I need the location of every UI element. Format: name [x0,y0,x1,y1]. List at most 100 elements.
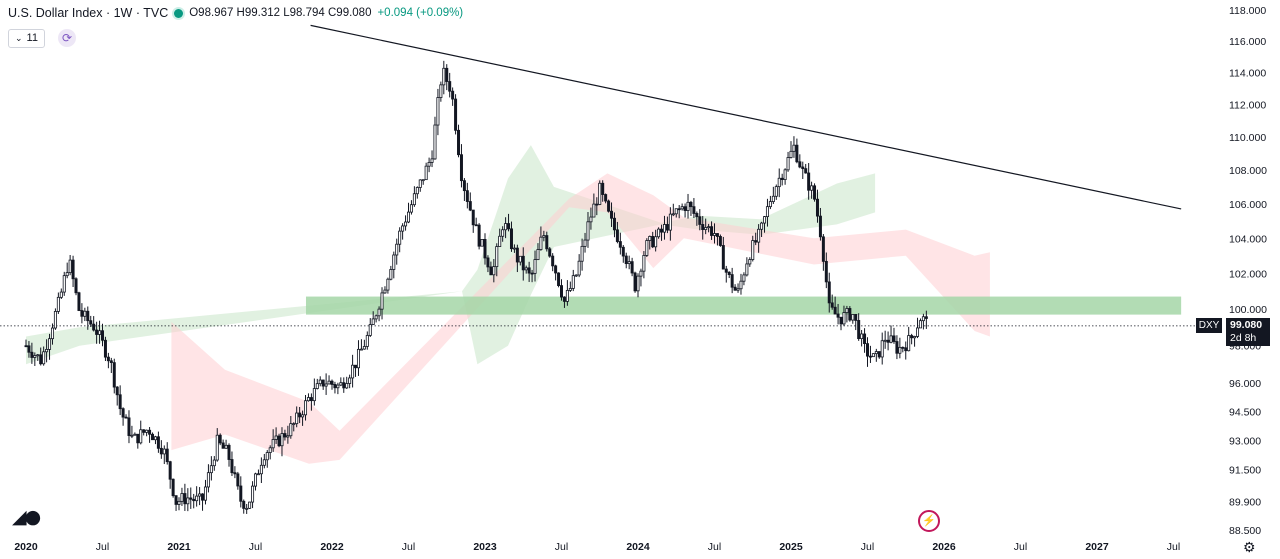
candle-body [68,259,72,274]
candle-body [339,382,343,386]
candle-body [477,224,481,247]
candle-body [527,267,531,274]
candle-body [71,259,75,280]
candle-body [642,255,646,272]
candle-body [821,236,825,262]
candle-body [430,158,434,163]
candle-body [483,238,487,259]
candle-body [304,400,308,416]
candle-body [106,356,110,362]
candle-body [109,360,113,364]
candle-body [277,435,281,447]
y-axis-tick-label: 110.000 [1229,132,1266,144]
candle-body [86,310,90,322]
candle-body [354,364,358,369]
candle-body [786,157,790,171]
candle-body [695,213,699,218]
candle-body [730,274,734,288]
candle-body [701,224,705,230]
candle-body [501,229,505,237]
candle-body [359,348,363,351]
candle-body [459,154,463,182]
candle-body [309,397,313,402]
candle-body [604,194,608,202]
candle-body [333,384,337,389]
candle-body [380,292,384,310]
candle-body [89,320,93,325]
candle-body [560,285,564,298]
candle-body [248,501,252,509]
candle-body [145,429,149,433]
gear-icon[interactable]: ⚙ [1243,539,1256,555]
candle-body [818,215,822,238]
candle-body [136,433,140,444]
symbol-title[interactable]: U.S. Dollar Index · 1W · TVC [8,6,169,20]
indicator-count-button[interactable]: ⌄ 11 [8,29,45,48]
candle-body [521,255,525,271]
candle-body [863,333,867,345]
candle-body [851,313,855,321]
refresh-icon[interactable]: ⟳ [58,29,76,47]
candle-body [292,423,296,426]
candle-body [636,275,640,292]
flash-icon[interactable]: ⚡ [918,510,940,532]
candle-body [577,260,581,276]
last-price-value: 99.080 [1230,319,1263,331]
candle-body [436,97,440,126]
candle-body [77,292,81,311]
candle-body [324,383,328,387]
candle-body [724,268,728,273]
candle-body [624,255,628,265]
candle-body [874,351,878,355]
y-axis-tick-label: 112.000 [1229,99,1266,111]
candle-body [580,245,584,262]
candle-body [710,226,714,236]
candle-body [239,485,243,502]
candle-body [171,478,175,497]
candle-body [848,308,852,321]
candle-body [830,302,834,308]
candle-body [757,228,761,243]
resistance-trendline [310,24,1182,210]
candle-body [392,254,396,270]
candle-body [39,354,43,365]
candle-body [748,259,752,265]
candle-body [551,255,555,267]
candle-body [295,412,299,425]
candle-body [565,290,569,302]
candle-body [654,236,658,248]
candle-body [404,221,408,227]
candle-body [262,459,266,466]
candle-body [886,339,890,343]
candle-body [448,81,452,92]
candle-body [195,495,199,502]
y-axis-tick-label: 104.000 [1229,233,1267,245]
candle-body [151,433,155,441]
candle-body [860,333,864,340]
candle-body [215,434,219,461]
candle-body [880,340,884,358]
candle-body [289,423,293,437]
candle-body [242,500,246,509]
candle-body [103,339,107,358]
candle-body [168,461,172,480]
candle-body [321,379,325,387]
candle-body [833,306,837,315]
candle-body [256,473,260,476]
candle-body [760,222,764,230]
candle-body [465,190,469,202]
candle-body [595,203,599,206]
candle-body [592,203,596,218]
tradingview-logo-icon: ◢● [12,506,41,528]
candle-body [330,380,334,385]
candle-body [371,318,375,325]
candle-body [180,493,184,502]
candle-body [236,473,240,487]
candle-body [754,240,758,243]
candle-body [124,416,128,419]
candle-body [383,289,387,294]
candle-body [509,228,513,250]
candle-body [189,497,193,500]
candle-body [351,364,355,379]
